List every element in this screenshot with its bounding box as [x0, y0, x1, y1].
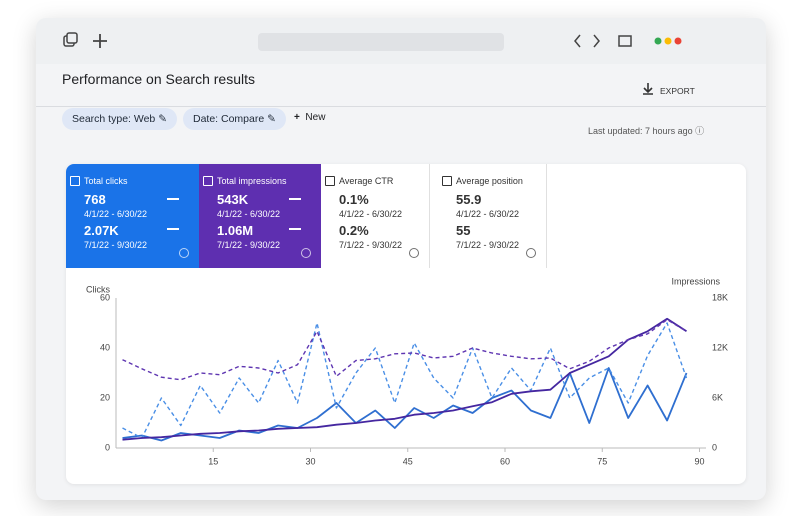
- checkbox: [325, 176, 335, 186]
- filter-chip[interactable]: Search type: Web ✎: [62, 108, 177, 130]
- scorecard-range: 7/1/22 - 9/30/22: [456, 240, 520, 250]
- divider: [36, 106, 766, 107]
- series-line: [122, 317, 687, 441]
- y-axis-title: Clicks: [86, 284, 110, 294]
- scorecard[interactable]: Average CTR 0.1% 4/1/22 - 6/30/22 0.2% 7/1/2…: [321, 164, 430, 268]
- y2-tick-label: 0: [712, 442, 717, 452]
- chip-label: Date: Compare: [193, 113, 265, 125]
- checkbox: [70, 176, 80, 186]
- scorecard-value: 2.07K: [84, 223, 119, 238]
- y2-tick-label: 6K: [712, 392, 723, 402]
- help-icon: [179, 248, 189, 258]
- y2-tick-label: 12K: [712, 342, 728, 352]
- scorecard-value: 543K: [217, 192, 249, 207]
- scorecard[interactable]: Total clicks 768 4/1/22 - 6/30/22 2.07K 7/1/…: [66, 164, 199, 268]
- chip-label: Search type: Web: [72, 113, 156, 125]
- browser-window: Performance on Search results EXPORT Sea…: [36, 18, 766, 500]
- filter-chip[interactable]: Date: Compare ✎: [183, 108, 286, 130]
- help-icon: [526, 248, 536, 258]
- scorecard[interactable]: Average position 55.9 4/1/22 - 6/30/22 55 7/…: [438, 164, 547, 268]
- scorecard-label: Average position: [456, 176, 523, 186]
- help-icon: [409, 248, 419, 258]
- scorecard-range: 7/1/22 - 9/30/22: [217, 240, 281, 250]
- scorecard-value: 768: [84, 192, 106, 207]
- legend-dashed: [167, 228, 179, 230]
- scorecard-range: 4/1/22 - 6/30/22: [217, 209, 281, 219]
- y-tick-label: 60: [100, 292, 110, 302]
- last-updated: Last updated: 7 hours ago ⓘ: [588, 126, 705, 136]
- help-icon: [301, 248, 311, 258]
- window-controls: [574, 34, 682, 48]
- updated-text: Last updated: 7 hours ago: [588, 126, 693, 136]
- y-tick-label: 40: [100, 342, 110, 352]
- scorecard-value: 55: [456, 223, 471, 238]
- series-line: [122, 367, 688, 442]
- x-tick-label: 60: [500, 456, 510, 466]
- scorecard-label: Average CTR: [339, 176, 394, 186]
- address-bar[interactable]: [258, 33, 504, 51]
- legend-solid: [289, 198, 301, 200]
- x-tick-label: 30: [305, 456, 315, 466]
- y-tick-label: 0: [105, 442, 110, 452]
- scorecard[interactable]: Total impressions 543K 4/1/22 - 6/30/22 1.0…: [199, 164, 321, 268]
- checkbox: [203, 176, 213, 186]
- scorecard-range: 7/1/22 - 9/30/22: [339, 240, 403, 250]
- scorecard-value: 55.9: [456, 192, 482, 207]
- y-tick-label: 20: [100, 392, 110, 402]
- scorecard-range: 4/1/22 - 6/30/22: [339, 209, 403, 219]
- scorecard-label: Total impressions: [217, 176, 287, 186]
- scorecard-range: 7/1/22 - 9/30/22: [84, 240, 148, 250]
- scorecard-value: 0.1%: [339, 192, 369, 207]
- export-button[interactable]: EXPORT: [660, 86, 695, 96]
- scorecard-range: 4/1/22 - 6/30/22: [456, 209, 520, 219]
- export-icon[interactable]: [642, 82, 654, 96]
- checkbox: [442, 176, 452, 186]
- scorecard-value: 1.06M: [217, 223, 254, 238]
- new-label: New: [305, 112, 326, 123]
- x-tick-label: 15: [208, 456, 218, 466]
- performance-panel: Total clicks 768 4/1/22 - 6/30/22 2.07K 7/1/…: [66, 164, 746, 484]
- new-button[interactable]: + New: [294, 112, 326, 123]
- chart: Clicks Impressions 0 20 40 60 0 6K 12K 18K 15 30 4…: [86, 276, 728, 466]
- page-title: Performance on Search results: [62, 71, 255, 87]
- scorecard-value: 0.2%: [339, 223, 369, 238]
- x-tick-label: 75: [597, 456, 607, 466]
- series-line: [122, 319, 687, 381]
- browser-bar: [36, 18, 766, 64]
- y2-tick-label: 18K: [712, 292, 728, 302]
- y2-axis-title: Impressions: [671, 276, 720, 286]
- x-tick-label: 45: [403, 456, 413, 466]
- tab-icons[interactable]: [62, 32, 112, 50]
- scorecard-range: 4/1/22 - 6/30/22: [84, 209, 148, 219]
- scorecard-label: Total clicks: [84, 176, 128, 186]
- x-tick-label: 90: [695, 456, 705, 466]
- series-line: [122, 322, 688, 439]
- legend-solid: [167, 198, 179, 200]
- legend-dashed: [289, 228, 301, 230]
